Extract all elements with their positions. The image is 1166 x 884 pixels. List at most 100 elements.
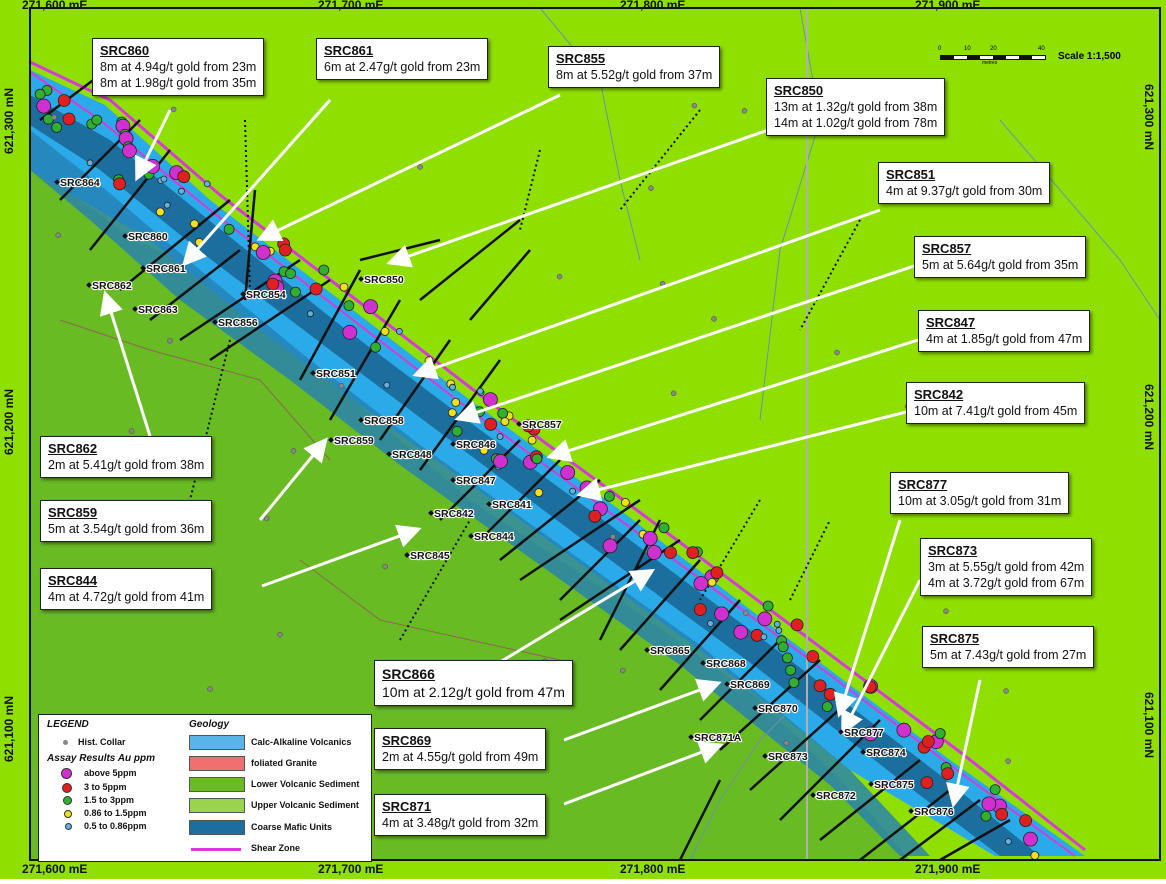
assay-dot-icon [62,782,72,793]
callout-hole-id: SRC869 [382,733,432,748]
callout-line: 10m at 7.41g/t gold from 45m [914,404,1078,418]
hist-collar-point [417,164,423,170]
hole-label: SRC847 [456,475,496,487]
dotted-drill-trace [244,119,251,291]
assay-point [760,633,768,641]
assay-point [34,88,46,100]
callout-src859: SRC859 5m at 3.54g/t gold from 36m [40,500,213,542]
drill-trace [328,299,402,421]
northing-label-left: 621,200 mN [2,388,17,456]
assay-point [710,566,724,580]
assay-point [733,624,749,640]
assay-point [1030,851,1040,860]
hist-collar-point [55,232,61,238]
assay-point [920,776,934,789]
callout-arrows [99,93,982,808]
assay-point [980,810,992,822]
callout-arrow [412,208,881,380]
callout-line: 8m at 5.52g/t gold from 37m [556,68,713,82]
assay-point [285,268,297,280]
hole-label: SRC872 [816,790,856,802]
geology-contact-line [539,7,641,261]
assay-point [527,435,537,445]
assay-point [693,576,709,591]
assay-point [813,679,827,693]
assay-point [788,677,800,688]
callout-line: 6m at 2.47g/t gold from 23m [324,60,481,74]
assay-point [484,417,498,431]
assay-item: above 5ppm [61,768,137,780]
callout-src850: SRC850 13m at 1.32g/t gold from 38m 14m … [766,78,946,136]
hole-label: SRC873 [768,751,808,763]
hole-collar-marker [212,319,218,325]
assay-dot-icon [65,823,72,831]
assay-point [309,282,323,296]
assay-point [449,383,456,391]
hole-collar-marker [860,749,866,755]
scale-text: Scale 1:1,500 [1058,51,1121,62]
assay-point [762,600,774,612]
hole-label: SRC845 [410,550,450,562]
callout-arrow [454,264,915,424]
callout-arrow [99,290,152,437]
geology-contact-line-6 [689,699,801,861]
callout-hole-id: SRC862 [48,441,98,456]
callout-arrow [256,93,561,242]
assay-point [921,735,935,748]
assay-point [145,158,161,174]
hist-collar-point [167,338,173,344]
callout-line: 5m at 5.64g/t gold from 35m [922,258,1079,272]
callout-hole-id: SRC871 [382,799,432,814]
northing-label-right: 621,100 mN [1142,691,1157,759]
assay-point [664,546,677,559]
callout-line: 2m at 4.55g/t gold from 49m [382,750,539,764]
hole-label: SRC856 [218,317,258,329]
assay-item: 0.5 to 0.86ppm [65,821,147,831]
assay-item-label: above 5ppm [84,768,137,778]
assay-point [482,392,498,408]
drill-trace [619,559,701,651]
hole-collar-marker [132,306,138,312]
drill-trace [719,659,821,751]
callout-arrow [946,679,982,808]
callout-hole-id: SRC857 [922,241,972,256]
assay-point [318,264,330,276]
hole-collar-marker [724,681,730,687]
drill-trace [298,269,362,381]
assay-point [941,767,955,780]
assay-item: 3 to 5ppm [62,782,127,793]
scale-unit: metres [982,60,998,66]
hole-label: SRC851 [316,368,356,380]
callout-hole-id: SRC859 [48,505,98,520]
hist-collar-point [277,631,283,638]
assay-points [34,85,1040,860]
drill-trace [479,459,561,541]
hole-label: SRC854 [246,289,286,301]
hole-label: SRC876 [914,806,954,818]
assay-point [658,522,670,534]
assay-point [500,417,510,427]
scale-tick-label: 10 [964,46,971,52]
easting-label-bottom: 271,600 mE [22,862,88,876]
assay-point [36,98,52,114]
geology-item-label: Calc-Alkaline Volcanics [251,737,352,747]
assay-item: 0.86 to 1.5ppm [64,808,147,818]
drill-trace [419,219,521,301]
northing-label-right: 621,200 mN [1142,383,1157,451]
assay-item-label: 3 to 5ppm [84,782,127,792]
callout-src866: SRC866 10m at 2.12g/t gold from 47m [374,660,573,706]
northing-label-left: 621,300 mN [2,87,17,155]
calc-alkaline-belt [30,70,1085,856]
legend-title: LEGEND [47,719,89,730]
hole-collar-marker [404,552,410,558]
assay-point [57,94,71,107]
callout-hole-id: SRC860 [100,43,150,58]
drill-trace [378,339,452,441]
geology-swatch [189,756,245,771]
assay-point [604,490,615,502]
assay-point [278,243,292,257]
dotted-drill-trace [519,149,541,231]
assay-point [534,488,544,498]
easting-label-top: 271,900 mE [915,0,981,12]
assay-point [531,453,543,465]
